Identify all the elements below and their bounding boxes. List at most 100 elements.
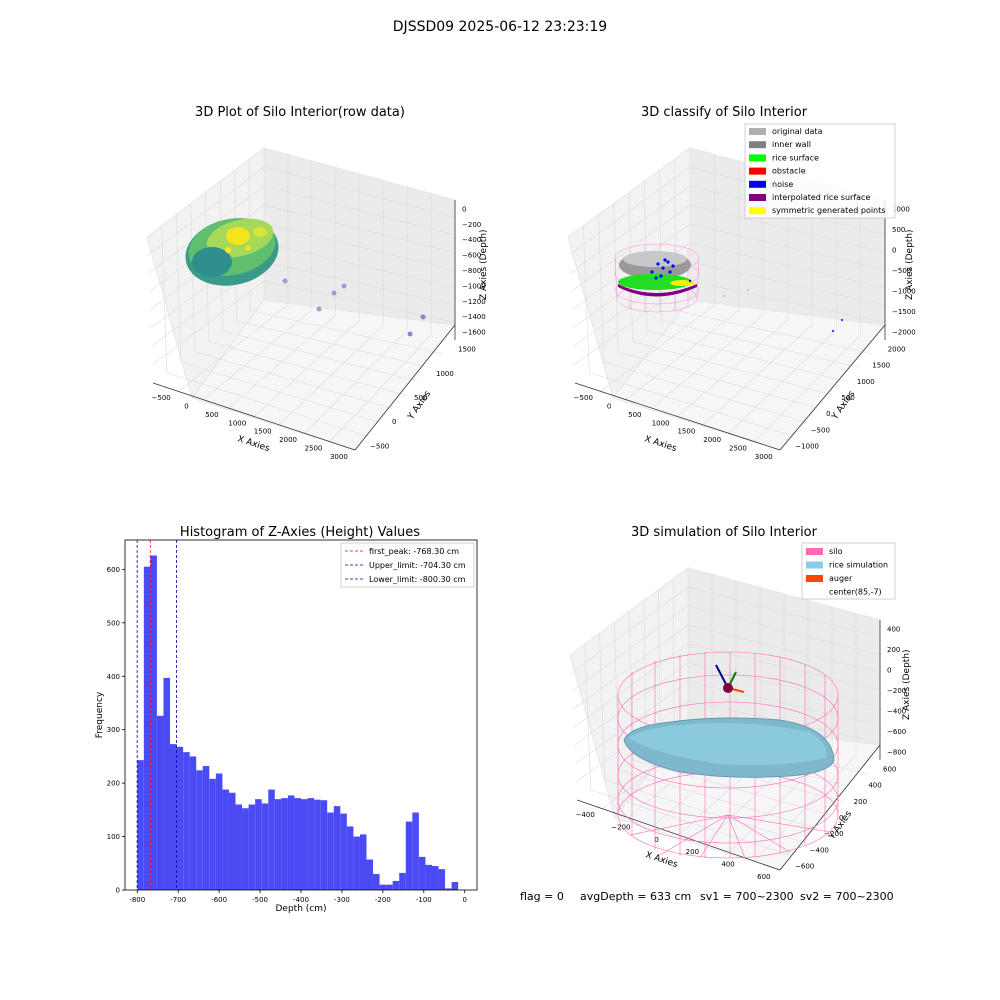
histogram-bar (301, 799, 308, 890)
p1-x-tick-label: 0 (184, 402, 188, 410)
p1-wall-gridline (152, 280, 456, 365)
p4-x-tick-label: −200 (611, 824, 630, 832)
panel4-z-tick-labels: 400 200 0 −200 −400 −600 −800 (887, 625, 906, 756)
p2-floor-gridline (728, 329, 837, 434)
p4-wall-gridline (575, 681, 881, 764)
p1-x-tick-label: −500 (152, 394, 171, 402)
histogram-bar (412, 812, 419, 890)
panel2-y-axis-line (779, 324, 886, 451)
histogram-bar (170, 744, 177, 890)
p2-y-tick-label: 2000 (888, 346, 906, 354)
p4-floor-gridline (632, 759, 831, 816)
panel-simulation: 3D simulation of Silo Interior −400 −200 0… (569, 525, 912, 881)
panel-raw-data: 3D Plot of Silo Interior(row data) −500 0… (146, 105, 489, 461)
histogram-bar (386, 884, 393, 890)
panel2-gridlines (568, 154, 886, 442)
panel4-x-label: X Axies (644, 850, 679, 870)
panel2-x-label: X Axies (643, 434, 678, 454)
legend-label: center(85,-7) (829, 588, 882, 597)
panel3-title: Histogram of Z-Axies (Height) Values (180, 525, 420, 540)
p4-wall-gridline (658, 589, 661, 741)
histogram-bar (222, 789, 229, 890)
histogram-bar (215, 773, 223, 890)
histogram-bar (137, 760, 144, 890)
p4-z-tick-label: −400 (887, 708, 906, 716)
p1-z-tick-label: −200 (462, 221, 481, 229)
panel4-x-axis-line (576, 799, 781, 871)
p2-y-tick-label: 1500 (872, 362, 890, 370)
p4-floor-gridline (754, 754, 857, 862)
legend-label: silo (829, 547, 843, 556)
p4-x-tick-label: 600 (757, 873, 770, 881)
histogram-bar (340, 813, 347, 890)
panel1-y-tick-labels: −500 0 500 1000 1500 (370, 346, 476, 451)
p1-z-tick-label: −400 (462, 236, 481, 244)
p1-floor-gridline (304, 329, 408, 434)
panel4-title: 3D simulation of Silo Interior (631, 525, 818, 540)
histogram-bar (189, 756, 197, 890)
histogram-x-tick-label: -700 (170, 896, 186, 904)
p2-floor-gridline (702, 324, 813, 426)
p2-wall-gridline (571, 223, 886, 311)
footer-avg-depth: avgDepth = 633 cm (580, 890, 691, 903)
panel2-legend: original data inner wall rice surface obsta… (744, 123, 896, 219)
histogram-bar (228, 792, 236, 890)
auger-marker (715, 664, 745, 693)
histogram-y-tick-label: 500 (107, 619, 120, 627)
histogram-bar (431, 865, 439, 890)
p1-x-tick-label: 1500 (254, 428, 272, 436)
panel4-legend: silo rice simulation auger center(85,-7) (801, 542, 896, 600)
histogram-legend-label: Upper_limit: -704.30 cm (369, 561, 466, 570)
p1-x-tick-label: 2500 (305, 445, 323, 453)
histogram-bar (445, 888, 452, 890)
histogram-bar (281, 798, 288, 890)
histogram-bar (163, 677, 171, 890)
p1-z-tick-label: −600 (462, 252, 481, 260)
histogram-bar (209, 778, 216, 890)
p1-z-tick-label: −1000 (462, 282, 486, 290)
p2-x-tick-label: 0 (607, 402, 611, 410)
histogram-bar (425, 864, 432, 890)
legend-label: obstacle (772, 167, 806, 176)
p2-wall-gridline (570, 204, 886, 292)
p4-wall-gridline (575, 700, 881, 783)
p2-y-tick-label: 0 (826, 410, 830, 418)
panel1-title: 3D Plot of Silo Interior(row data) (195, 105, 405, 120)
p2-floor-gridline (754, 334, 861, 442)
p4-z-tick-label: 0 (887, 666, 891, 674)
panel1-x-tick-labels: −500 0 500 1000 1500 2000 2500 3000 (152, 394, 348, 461)
histogram-x-tick-label: -600 (211, 896, 227, 904)
p4-z-tick-label: 200 (887, 646, 900, 654)
p2-x-tick-label: −500 (574, 394, 593, 402)
histogram-y-tick-label: 0 (116, 887, 120, 895)
panel1-x-label: X Axies (236, 434, 271, 454)
p4-y-tick-label: 200 (854, 798, 867, 806)
panel1-z-tick-labels: 0 −200 −400 −600 −800 −1000 −1200 −1400 −1600 (462, 205, 486, 336)
panel1-z-label: Z Axies (Depth) (479, 229, 489, 300)
p1-z-tick-label: −1400 (462, 313, 486, 321)
p1-z-tick-label: −1600 (462, 329, 486, 337)
legend-swatch (806, 548, 823, 555)
panel-classify: 3D classify of Silo Interior −5000500100… (567, 105, 916, 461)
histogram-y-tick-label: 200 (107, 780, 120, 788)
panel2-x-axis-line (574, 382, 781, 451)
p1-x-tick-label: 500 (205, 411, 218, 419)
p2-floor-gridline (661, 320, 859, 368)
panel4-y-axis-line (779, 744, 881, 871)
histogram-bar (379, 884, 387, 890)
p4-x-tick-label: 200 (686, 848, 699, 856)
legend-label: auger (829, 574, 853, 583)
p2-x-tick-label: 500 (628, 411, 641, 419)
panel1-gridlines (147, 154, 456, 442)
histogram-x-tick-label: -800 (129, 896, 145, 904)
histogram-bar (307, 798, 315, 890)
histogram-bars (137, 555, 459, 890)
p1-x-tick-label: 3000 (330, 453, 348, 461)
histogram-bar (366, 859, 374, 890)
p2-wall-gridline (569, 185, 886, 274)
legend-label: rice surface (772, 153, 819, 162)
panel1-point-cloud (185, 218, 426, 337)
panel2-z-tick-labels: 1000 500 0 −500 −1000 −1500 −2000 (892, 205, 916, 336)
histogram-x-label: Depth (cm) (275, 904, 326, 914)
